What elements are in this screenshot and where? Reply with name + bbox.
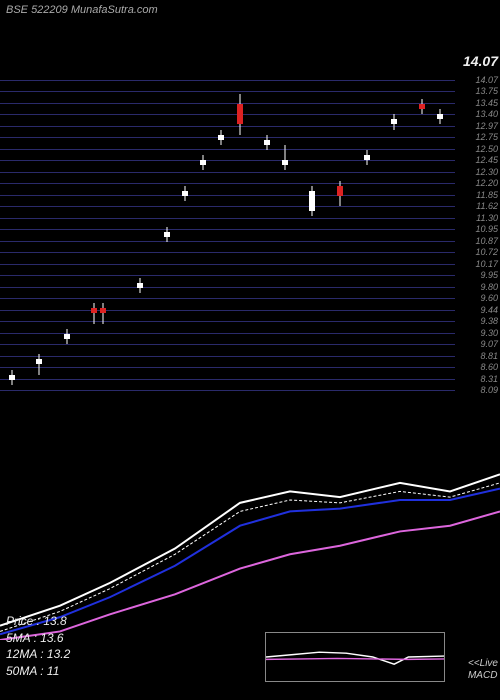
y-axis-label: 10.72: [475, 248, 498, 257]
candle: [91, 70, 97, 400]
candle: [391, 70, 397, 400]
moving-average-chart: [0, 440, 500, 640]
y-axis-label: 13.40: [475, 110, 498, 119]
y-axis-label: 9.38: [480, 317, 498, 326]
candle: [419, 70, 425, 400]
y-axis-label: 10.95: [475, 225, 498, 234]
macd-live-text: <<Live: [468, 658, 498, 670]
y-axis-label: 13.45: [475, 99, 498, 108]
y-axis-label: 12.50: [475, 145, 498, 154]
y-axis-label: 9.95: [480, 271, 498, 280]
y-axis-label: 8.60: [480, 363, 498, 372]
chart-header: BSE 522209 MunafaSutra.com: [0, 0, 500, 20]
y-axis-label: 8.31: [480, 375, 498, 384]
candle: [164, 70, 170, 400]
y-axis-label: 8.81: [480, 352, 498, 361]
y-axis-label: 9.30: [480, 329, 498, 338]
price-value: Price : 13.8: [6, 613, 70, 630]
candle: [36, 70, 42, 400]
site-label: MunafaSutra.com: [71, 4, 158, 16]
y-axis-label: 12.75: [475, 133, 498, 142]
y-axis-label: 8.09: [480, 386, 498, 395]
y-axis-label: 12.97: [475, 122, 498, 131]
macd-inset: [265, 632, 445, 682]
candle: [100, 70, 106, 400]
macd-series: [266, 658, 444, 659]
y-axis-label: 12.45: [475, 156, 498, 165]
candlestick-chart: 14.0714.0713.7513.4513.4012.9712.7512.50…: [0, 70, 500, 400]
candle: [137, 70, 143, 400]
ticker-label: BSE 522209: [6, 4, 68, 16]
y-axis-label: 12.20: [475, 179, 498, 188]
y-axis-label: 9.44: [480, 306, 498, 315]
candle: [437, 70, 443, 400]
series-12ma: [0, 489, 500, 635]
ma5-value: 5MA : 13.6: [6, 630, 70, 647]
macd-text: MACD: [468, 670, 498, 682]
y-label-top: 14.07: [463, 54, 498, 68]
y-axis-label: 11.62: [476, 202, 498, 211]
candle: [200, 70, 206, 400]
y-axis-label: 10.17: [475, 260, 498, 269]
candle: [9, 70, 15, 400]
y-axis-labels: 14.0714.0713.7513.4513.4012.9712.7512.50…: [455, 58, 500, 400]
series-50ma: [0, 511, 500, 640]
y-axis-label: 9.07: [480, 340, 498, 349]
ma12-value: 12MA : 13.2: [6, 646, 70, 663]
series-price: [0, 474, 500, 625]
ma50-value: 50MA : 11: [6, 663, 70, 680]
series-5ma: [0, 483, 500, 632]
candle: [309, 70, 315, 400]
candle: [282, 70, 288, 400]
y-axis-label: 14.07: [475, 76, 498, 85]
y-axis-label: 10.87: [475, 237, 498, 246]
y-axis-label: 13.75: [475, 87, 498, 96]
y-axis-label: 11.85: [476, 191, 498, 200]
candle: [337, 70, 343, 400]
candle: [64, 70, 70, 400]
y-axis-label: 9.60: [480, 294, 498, 303]
y-axis-label: 9.80: [480, 283, 498, 292]
candle: [218, 70, 224, 400]
candle: [182, 70, 188, 400]
info-box: Price : 13.8 5MA : 13.6 12MA : 13.2 50MA…: [6, 613, 70, 680]
grid-area: [0, 70, 455, 400]
candle: [264, 70, 270, 400]
candle: [237, 70, 243, 400]
macd-label: <<Live MACD: [468, 658, 498, 682]
candle: [364, 70, 370, 400]
y-axis-label: 11.30: [476, 214, 498, 223]
y-axis-label: 12.30: [475, 168, 498, 177]
